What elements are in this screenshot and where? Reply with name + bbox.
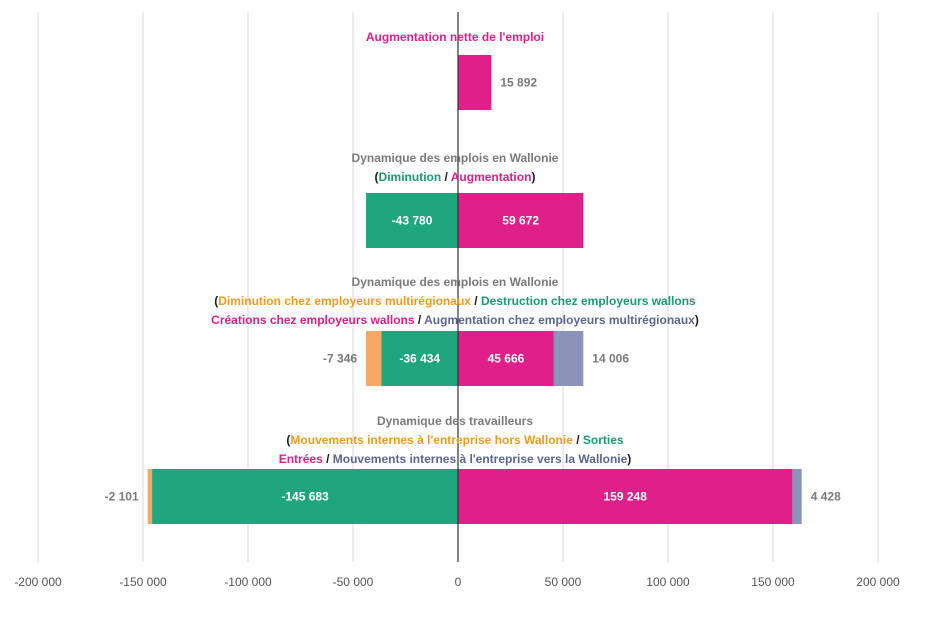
bar-segment: [458, 469, 793, 524]
title-run: ): [531, 170, 535, 184]
bar-value-label: 59 672: [502, 214, 539, 228]
bar-segment: [553, 331, 584, 386]
group-title-line: Créations chez employeurs wallons / Augm…: [211, 313, 699, 327]
group-title-line: (Diminution chez employeurs multirégiona…: [214, 294, 696, 308]
bar-segment: [381, 331, 458, 386]
title-run: /: [441, 170, 451, 184]
bar-value-label: -43 780: [392, 214, 433, 228]
bar-value-label: -145 683: [281, 490, 329, 504]
group-titles: Augmentation nette de l'emploi Dynamique …: [211, 30, 699, 466]
title-run: Mouvements internes à l'entreprise vers …: [333, 452, 628, 466]
x-tick-label: 100 000: [646, 575, 690, 589]
bar-value-label: 4 428: [811, 490, 841, 504]
title-run: (: [214, 294, 218, 308]
title-run: Entrées: [279, 452, 323, 466]
group-title-line: (Mouvements internes à l'entreprise hors…: [286, 433, 624, 447]
x-tick-label: 150 000: [751, 575, 795, 589]
title-run: (: [375, 170, 379, 184]
x-tick-label: -150 000: [119, 575, 167, 589]
bar-segment: [152, 469, 458, 524]
x-tick-label: 50 000: [545, 575, 582, 589]
title-run: Dynamique des travailleurs: [377, 414, 533, 428]
bar-value-label: 14 006: [592, 352, 629, 366]
group-title-line: Augmentation nette de l'emploi: [366, 30, 544, 44]
bar-value-label: -7 346: [323, 352, 357, 366]
bar-segment: [458, 55, 492, 110]
bar-segment: [458, 331, 554, 386]
title-run: Diminution: [379, 170, 442, 184]
title-run: Destruction chez employeurs wallons: [481, 294, 696, 308]
title-run: Diminution chez employeurs multirégionau…: [218, 294, 471, 308]
group-title-line: Entrées / Mouvements internes à l'entrep…: [279, 452, 632, 466]
bar-value-label: 45 666: [488, 352, 525, 366]
x-tick-label: -100 000: [224, 575, 272, 589]
title-run: /: [323, 452, 333, 466]
title-run: /: [471, 294, 481, 308]
x-tick-label: -50 000: [333, 575, 374, 589]
x-axis-ticks: -200 000 -150 000 -100 000 -50 000 0 50 000 10…: [14, 575, 900, 589]
bar-labels: 15 892 -43 780 59 672 -36 434 -7 346 45 666 14…: [105, 76, 841, 504]
x-tick-label: 200 000: [856, 575, 900, 589]
bar-segment: [792, 469, 802, 524]
bar-value-label: 15 892: [500, 76, 537, 90]
title-run: Dynamique des emplois en Wallonie: [352, 275, 559, 289]
bars: [147, 55, 802, 524]
bar-segment: [366, 193, 458, 248]
bar-segment: [458, 193, 584, 248]
group-title-line: Dynamique des emplois en Wallonie: [352, 151, 559, 165]
group-title-line: Dynamique des travailleurs: [377, 414, 533, 428]
title-run: Augmentation chez employeurs multirégion…: [424, 313, 695, 327]
group-title-line: (Diminution / Augmentation): [375, 170, 536, 184]
gridlines: [37, 12, 879, 562]
title-run: ): [695, 313, 699, 327]
title-run: Mouvements internes à l'entreprise hors …: [290, 433, 573, 447]
title-run: Créations chez employeurs wallons: [211, 313, 415, 327]
bar-segment: [147, 469, 153, 524]
bar-value-label: -2 101: [105, 490, 139, 504]
title-run: (: [286, 433, 290, 447]
title-run: Augmentation nette de l'emploi: [366, 30, 544, 44]
bar-value-label: -36 434: [399, 352, 440, 366]
x-tick-label: 0: [455, 575, 462, 589]
group-title-line: Dynamique des emplois en Wallonie: [352, 275, 559, 289]
bar-segment: [366, 331, 382, 386]
title-run: Augmentation: [451, 170, 532, 184]
title-run: ): [627, 452, 631, 466]
x-tick-label: -200 000: [14, 575, 62, 589]
title-run: Dynamique des emplois en Wallonie: [352, 151, 559, 165]
bar-value-label: 159 248: [604, 490, 648, 504]
title-run: /: [573, 433, 583, 447]
title-run: Sorties: [583, 433, 624, 447]
title-run: /: [415, 313, 425, 327]
